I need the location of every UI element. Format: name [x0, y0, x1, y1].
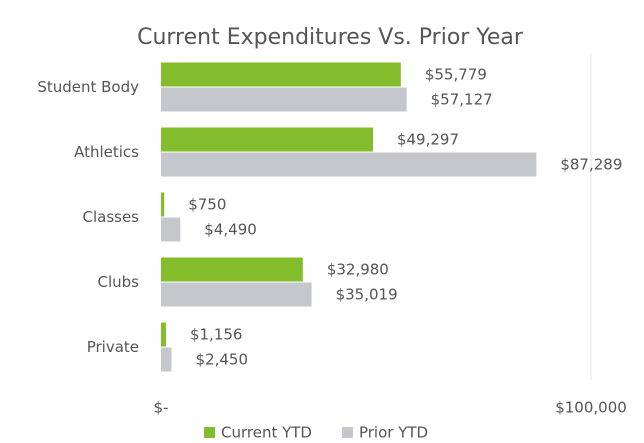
- data-label: $750: [188, 196, 226, 214]
- chart-title: Current Expenditures Vs. Prior Year: [137, 25, 524, 50]
- bar: [161, 192, 165, 217]
- y-tick-label: Private: [87, 338, 139, 356]
- legend-swatch: [204, 427, 215, 438]
- bar: [161, 217, 181, 242]
- legend-swatch: [341, 427, 353, 438]
- data-label: $57,127: [431, 91, 493, 109]
- bar: [161, 87, 407, 112]
- data-label: $35,019: [336, 286, 398, 304]
- data-label: $1,156: [190, 326, 243, 344]
- data-label: $32,980: [327, 261, 389, 279]
- data-label: $55,779: [425, 66, 487, 84]
- bar: [161, 347, 172, 372]
- x-tick-label: $-: [154, 399, 169, 417]
- legend-label: Prior YTD: [359, 424, 428, 442]
- y-tick-label: Clubs: [98, 273, 140, 291]
- data-label: $87,289: [560, 156, 622, 174]
- bar: [161, 282, 312, 307]
- data-label: $2,450: [196, 351, 249, 369]
- bar: [161, 322, 166, 347]
- y-tick-label: Athletics: [74, 143, 139, 161]
- data-label: $4,490: [204, 221, 257, 239]
- bar: [161, 257, 303, 282]
- y-tick-label: Student Body: [37, 78, 139, 96]
- x-tick-label: $100,000: [555, 399, 627, 417]
- bar: [161, 62, 401, 87]
- y-tick-label: Classes: [82, 208, 139, 226]
- bar: [161, 152, 537, 177]
- data-label: $49,297: [397, 131, 459, 149]
- legend-label: Current YTD: [221, 424, 312, 442]
- bar: [161, 127, 373, 152]
